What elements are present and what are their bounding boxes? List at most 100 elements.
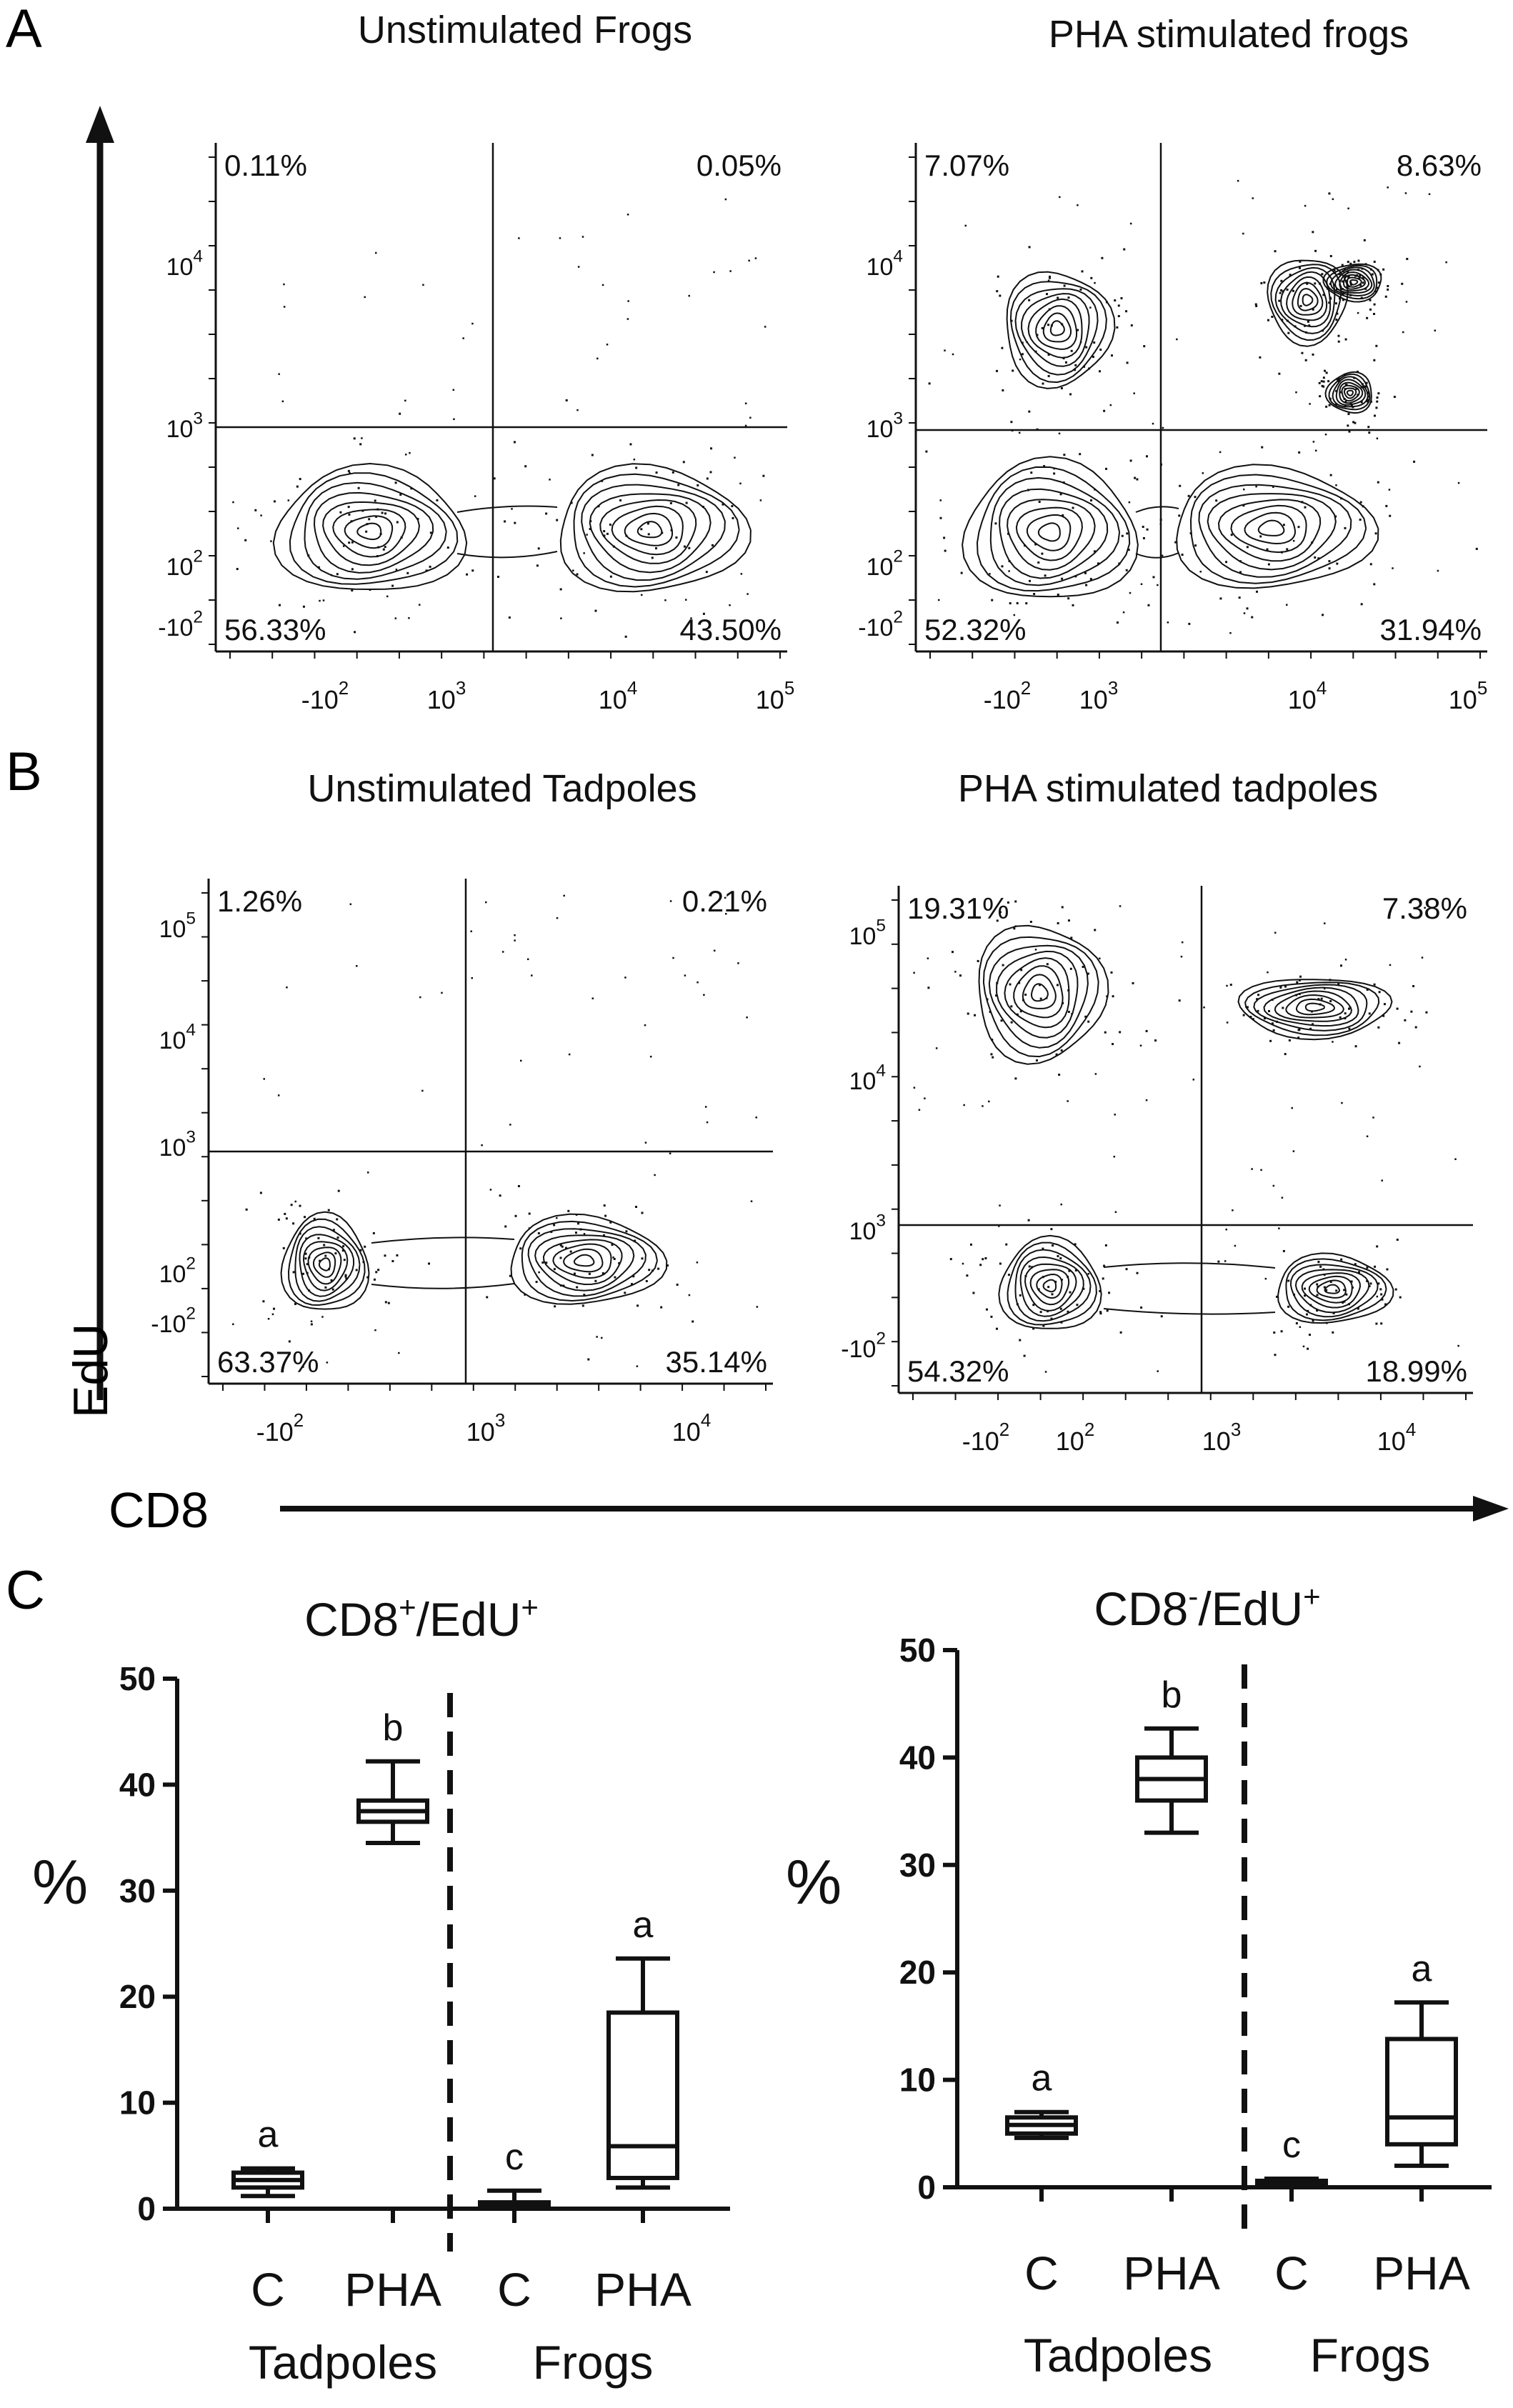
y-tick-label: 0 [137,2190,156,2227]
quadrant-bottom-left-percent: 56.33% [224,613,326,646]
box-tadpoles-c: a [231,2114,304,2199]
x-tick-label: 103 [1202,1420,1241,1456]
x-tick-label: -102 [301,679,349,714]
flow-plot-title: PHA stimulated tadpoles [958,767,1378,810]
contour-cluster [1279,239,1409,316]
x-group-label: Tadpoles [249,2336,437,2389]
box-tadpoles-pha: b [1135,1674,1208,1835]
quadrant-top-left-percent: 1.26% [217,884,302,918]
x-tick-label: 104 [1377,1420,1416,1456]
y-tick-label: -102 [151,1304,196,1338]
x-tick-label: 105 [1449,679,1487,714]
quadrant-top-left-percent: 0.11% [224,149,307,182]
edu-axis-label: EdU [64,1324,118,1418]
y-tick-label: 10 [899,2062,936,2099]
x-category-label: PHA [1123,2247,1220,2299]
y-tick-label: 103 [159,1127,196,1161]
x-category-label: PHA [1373,2247,1470,2299]
flow-plot-title: Unstimulated Tadpoles [307,767,696,810]
x-tick-label: 104 [672,1411,711,1447]
contour-cluster [1318,344,1396,433]
contour-cluster [245,1189,431,1343]
x-group-label: Frogs [533,2336,654,2389]
flow-plot-tadpoles-pha: PHA stimulated tadpoles -102 102 103 104 105 1… [841,767,1473,1456]
contour-cluster [996,246,1146,431]
quadrant-top-left-percent: 19.31% [907,891,1009,925]
box-tadpoles-c: a [1005,2058,1078,2140]
y-tick-label: 10 [119,2084,156,2122]
y-tick-label: 0 [917,2169,936,2206]
x-tick-label: -102 [962,1420,1009,1456]
x-group-label: Frogs [1310,2329,1431,2382]
significance-letter: b [1162,1674,1182,1716]
y-tick-label: 20 [119,1978,156,2015]
x-group-label: Tadpoles [1024,2329,1212,2382]
significance-letter: a [1032,2058,1052,2099]
flow-plot-frogs-pha: PHA stimulated frogs -102 103 104 105 104 103 1… [858,13,1487,714]
contour-cluster [1254,192,1378,383]
y-tick-label: 102 [159,1254,196,1288]
quadrant-top-left-percent: 7.07% [924,149,1009,182]
quadrant-top-right-percent: 0.05% [696,149,782,182]
panel-label-c: C [6,1560,45,1621]
box-frogs-c: c [478,2137,551,2211]
y-tick-label: 30 [119,1872,156,1909]
quadrant-top-right-percent: 7.38% [1382,891,1467,925]
y-axis-label: % [786,1847,842,1917]
y-tick-label: 50 [119,1660,156,1697]
quadrant-bottom-left-percent: 52.32% [924,613,1026,646]
quadrant-bottom-right-percent: 18.99% [1366,1354,1467,1388]
contour-cluster [925,369,1177,624]
cd8-axis-label: CD8 [109,1482,209,1538]
boxplot-title: CD8+/EdU+ [304,1590,539,1646]
quadrant-bottom-left-percent: 63.37% [217,1345,319,1379]
y-tick-label: 30 [899,1847,936,1884]
x-tick-label: 103 [427,679,466,714]
contour-cluster [1093,431,1478,625]
x-tick-label: 103 [1079,679,1118,714]
x-tick-label: 102 [1056,1420,1094,1456]
x-tick-label: -102 [984,679,1031,714]
significance-letter: c [1282,2124,1301,2166]
x-tick-label: 104 [1288,679,1327,714]
box-frogs-pha: a [1385,1948,1458,2168]
box-frogs-c: c [1255,2124,1328,2189]
flow-plot-title: Unstimulated Frogs [358,9,692,51]
y-tick-label: 40 [899,1739,936,1776]
boxplot-title: CD8-/EdU+ [1094,1579,1320,1635]
x-category-label: C [1274,2247,1309,2299]
x-tick-label: 104 [599,679,637,714]
significance-letter: c [505,2137,524,2178]
quadrant-bottom-left-percent: 54.32% [907,1354,1009,1388]
significance-letter: a [1412,1948,1432,1989]
significance-letter: b [383,1707,404,1749]
y-tick-label: 103 [849,1211,886,1245]
y-tick-label: -102 [841,1329,886,1363]
quadrant-bottom-right-percent: 35.14% [666,1345,767,1379]
x-category-label: C [497,2263,531,2316]
y-tick-label: 103 [166,409,203,443]
y-tick-label: -102 [158,607,203,641]
edu-axis [86,106,114,1400]
contour-cluster [493,399,765,638]
contour-cluster [236,412,573,634]
y-tick-label: 50 [899,1632,936,1669]
cd8-axis [280,1496,1509,1522]
x-category-label: PHA [594,2263,691,2316]
quadrant-top-right-percent: 8.63% [1397,149,1482,182]
contour-cluster [927,900,1181,1080]
y-tick-label: 102 [867,546,903,581]
contour-cluster [486,1184,694,1361]
y-tick-label: 104 [849,1061,886,1095]
x-category-label: PHA [344,2263,441,2316]
x-tick-label: 103 [466,1411,505,1447]
flow-plot-title: PHA stimulated frogs [1049,13,1409,56]
y-axis-label: % [32,1847,88,1917]
y-tick-label: 103 [867,409,903,443]
boxplot-cd8neg-edupos: CD8-/EdU+% 0 10 20 30 40 50 a b c a C PHA C PHA Tadpole… [786,1579,1492,2382]
flow-plot-frogs-unstimulated: Unstimulated Frogs -102 103 104 105 104 103 102… [158,9,794,714]
x-category-label: C [251,2263,285,2316]
significance-letter: a [633,1904,654,1946]
panel-label-b: B [6,741,42,802]
